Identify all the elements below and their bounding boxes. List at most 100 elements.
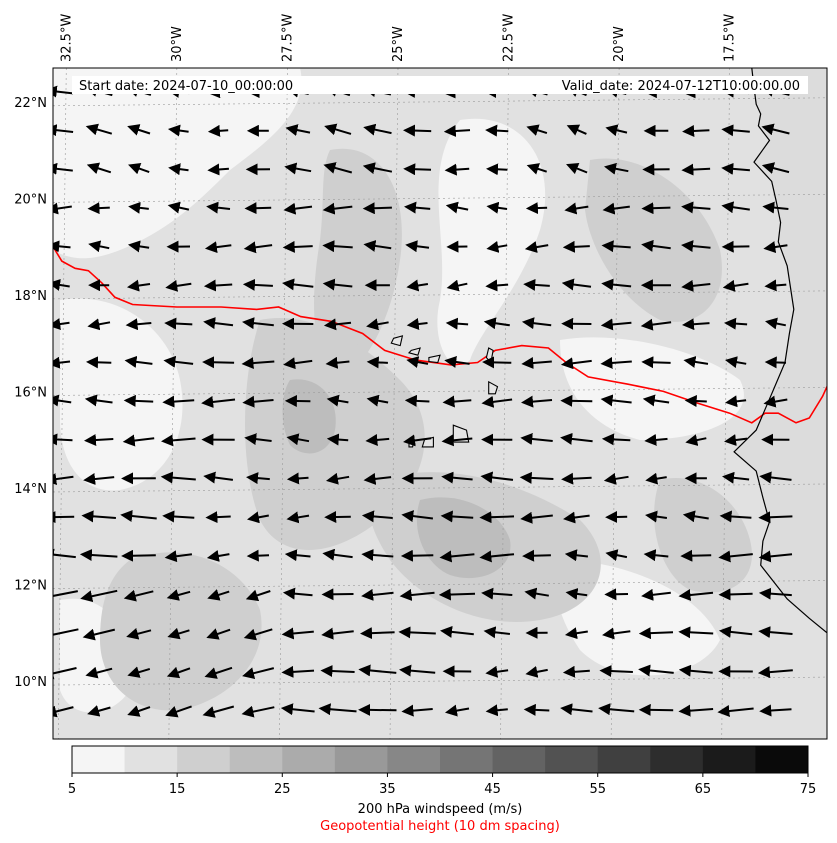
wind-arrow: [681, 201, 711, 214]
wind-arrow: [758, 511, 793, 524]
wind-arrow: [521, 395, 553, 408]
wind-arrow: [564, 549, 589, 562]
colorbar-segment: [755, 746, 809, 773]
wind-arrow: [520, 433, 553, 445]
lon-label: 25°W: [391, 26, 406, 62]
wind-arrow: [366, 318, 389, 331]
wind-arrow: [323, 318, 352, 331]
colorbar-segment: [72, 746, 126, 773]
wind-arrow: [600, 394, 632, 407]
wind-arrow: [206, 550, 230, 562]
lon-label: 32.5°W: [59, 14, 74, 62]
wind-arrow: [599, 665, 633, 678]
wind-arrow: [280, 703, 315, 716]
wind-arrow: [126, 279, 151, 292]
wind-arrow: [444, 163, 470, 176]
wind-arrow: [682, 318, 710, 331]
wind-arrow: [87, 705, 111, 717]
mid-region: [654, 478, 752, 593]
wind-arrow: [525, 665, 548, 678]
wind-arrow: [763, 241, 788, 253]
wind-arrow: [565, 587, 588, 600]
wind-arrow: [242, 667, 275, 680]
wind-arrow: [86, 162, 112, 175]
wind-arrow: [440, 625, 474, 638]
lon-gridline: [389, 68, 399, 739]
wind-arrow: [127, 666, 151, 678]
wind-arrow: [602, 202, 630, 215]
wind-arrow: [762, 201, 789, 214]
wind-arrow: [322, 278, 353, 291]
lat-gridline: [53, 483, 827, 493]
wind-arrow: [53, 548, 76, 561]
wind-arrow: [320, 665, 355, 678]
wind-arrow: [84, 434, 114, 447]
wind-arrow: [678, 704, 714, 717]
wind-arrow: [443, 125, 471, 138]
wind-arrow: [643, 549, 669, 562]
lat-label: 18°N: [14, 289, 47, 304]
wind-arrow: [84, 394, 113, 407]
wind-arrow: [325, 356, 350, 369]
wind-arrow: [322, 240, 353, 253]
wind-arrow: [162, 395, 195, 408]
wind-arrow: [282, 278, 314, 291]
wind-arrow: [481, 587, 513, 600]
wind-arrow: [79, 548, 118, 561]
wind-arrow: [53, 124, 74, 137]
wind-arrow: [53, 356, 71, 369]
wind-arrow: [724, 317, 748, 330]
wind-arrow: [401, 510, 434, 523]
wind-arrow: [285, 124, 311, 136]
colorbar-ticks: 5 15 25 35 45 55 65 75: [68, 773, 816, 797]
wind-arrow: [765, 317, 786, 330]
wind-arrow: [205, 511, 231, 524]
colorbar-segment: [597, 746, 651, 773]
colorbar-tick-label: 75: [800, 782, 817, 797]
lat-gridline: [53, 290, 827, 300]
colorbar-segment: [440, 746, 494, 773]
colorbar: [71, 745, 809, 774]
colorbar-segment: [545, 746, 599, 773]
wind-arrow: [127, 705, 151, 717]
wind-arrow: [520, 511, 553, 524]
wind-arrow: [604, 162, 629, 175]
lat-label: 16°N: [14, 385, 47, 400]
wind-arrow: [406, 318, 428, 330]
wind-arrow: [204, 666, 233, 679]
wind-arrow: [759, 471, 792, 484]
colorbar-segment: [492, 746, 546, 773]
wind-arrow: [566, 162, 588, 175]
wind-arrow: [126, 627, 152, 640]
wind-arrow: [757, 666, 793, 679]
wind-arrow: [53, 667, 77, 680]
wind-arrow: [241, 705, 275, 718]
lon-label: 20°W: [612, 26, 627, 62]
wind-arrow: [403, 163, 432, 176]
wind-arrow: [725, 395, 747, 408]
wind-arrow: [204, 241, 232, 254]
wind-arrow: [246, 549, 270, 562]
lon-label: 27.5°W: [280, 14, 295, 62]
wind-arrow: [122, 434, 155, 447]
wind-arrow: [638, 627, 674, 640]
light-region: [53, 68, 302, 259]
wind-arrow: [363, 123, 392, 136]
wind-arrow: [605, 124, 628, 137]
wind-arrow: [399, 589, 435, 601]
wind-arrow: [246, 511, 269, 524]
wind-arrow: [244, 202, 272, 215]
wind-arrow: [442, 395, 472, 408]
wind-arrow: [401, 704, 433, 717]
wind-arrow: [164, 550, 193, 563]
colorbar-tick-label: 5: [68, 782, 76, 797]
wind-arrow: [203, 279, 233, 292]
wind-arrow: [167, 201, 190, 214]
wind-arrow: [127, 124, 151, 136]
wind-arrow: [718, 550, 753, 563]
wind-arrow: [284, 162, 312, 175]
wind-arrow: [439, 550, 475, 563]
wind-arrow: [485, 279, 509, 292]
colorbar-segment: [124, 746, 178, 773]
wind-arrow: [722, 279, 749, 292]
